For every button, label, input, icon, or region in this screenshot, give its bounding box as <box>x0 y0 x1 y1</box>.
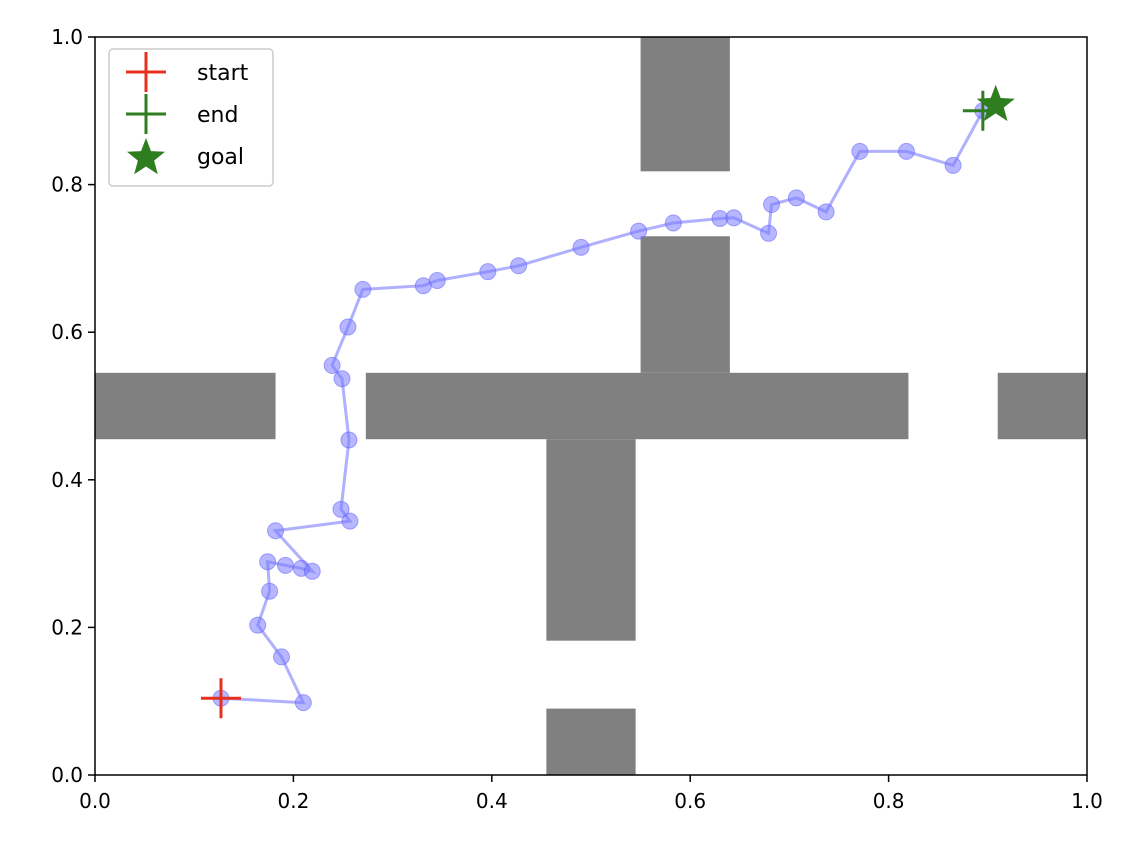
obstacle-layer <box>95 37 1087 775</box>
obstacle-3 <box>95 372 276 440</box>
plot-frame <box>94 36 1088 776</box>
trajectory-point <box>428 272 446 290</box>
trajectory-point <box>249 616 267 634</box>
trajectory-point <box>276 556 294 574</box>
legend-swatch <box>127 138 165 175</box>
start-marker <box>200 678 241 719</box>
legend: start end goal <box>108 48 274 187</box>
trajectory-point <box>760 224 778 242</box>
legend-label: start <box>197 61 249 86</box>
trajectory-point <box>323 356 341 374</box>
marker-layer <box>200 84 1015 719</box>
path-layer <box>212 102 992 712</box>
trajectory-line <box>220 110 985 705</box>
trajectory-point <box>725 209 743 227</box>
legend-item-start: start <box>126 52 249 92</box>
trajectory-point <box>272 648 290 666</box>
legend-item-goal: goal <box>127 138 244 175</box>
x-tick-label: 0.4 <box>476 789 508 813</box>
trajectory-point <box>333 370 351 388</box>
trajectory-point <box>787 189 805 207</box>
legend-item-end: end <box>126 94 238 134</box>
trajectory-point <box>259 553 277 571</box>
x-tick-label: 0.0 <box>79 789 111 813</box>
y-tick-label: 0.6 <box>51 320 83 344</box>
x-tick-label: 1.0 <box>1071 789 1103 813</box>
legend-label: end <box>197 103 238 128</box>
obstacle-1 <box>640 37 730 172</box>
trajectory-point <box>267 522 285 540</box>
x-axis: 0.0 0.2 0.4 0.6 0.8 1.0 <box>79 775 1103 813</box>
trajectory-point <box>763 196 781 214</box>
trajectory-point <box>944 156 962 174</box>
x-tick-label: 0.2 <box>277 789 309 813</box>
obstacle-6 <box>546 439 636 641</box>
trajectory-point <box>817 203 835 221</box>
obstacle-2 <box>640 236 730 373</box>
obstacle-7 <box>546 708 636 775</box>
trajectory-point <box>479 263 497 281</box>
obstacle-4 <box>365 372 909 440</box>
trajectory-point <box>851 142 869 160</box>
y-tick-label: 0.2 <box>51 615 83 639</box>
trajectory-point <box>294 694 312 712</box>
y-tick-label: 0.4 <box>51 468 83 492</box>
x-tick-label: 0.6 <box>674 789 706 813</box>
trajectory-point <box>510 257 528 275</box>
trajectory-point <box>897 142 915 160</box>
trajectory-point <box>354 280 372 298</box>
y-tick-label: 0.8 <box>51 173 83 197</box>
trajectory-point <box>630 222 648 240</box>
trajectory-point <box>332 500 350 518</box>
y-axis: 0.0 0.2 0.4 0.6 0.8 1.0 <box>51 25 95 787</box>
trajectory-point <box>340 431 358 449</box>
goal-marker <box>976 84 1015 122</box>
legend-box <box>108 48 274 187</box>
obstacle-5 <box>997 372 1087 440</box>
trajectory-point <box>341 512 359 530</box>
trajectory-point <box>339 318 357 336</box>
trajectory-point <box>261 582 279 600</box>
trajectory-point <box>664 214 682 232</box>
x-tick-label: 0.8 <box>873 789 905 813</box>
trajectory-point <box>572 238 590 256</box>
legend-label: goal <box>197 145 244 170</box>
trajectory-point <box>303 562 321 580</box>
y-tick-label: 0.0 <box>51 763 83 787</box>
y-tick-label: 1.0 <box>51 25 83 49</box>
